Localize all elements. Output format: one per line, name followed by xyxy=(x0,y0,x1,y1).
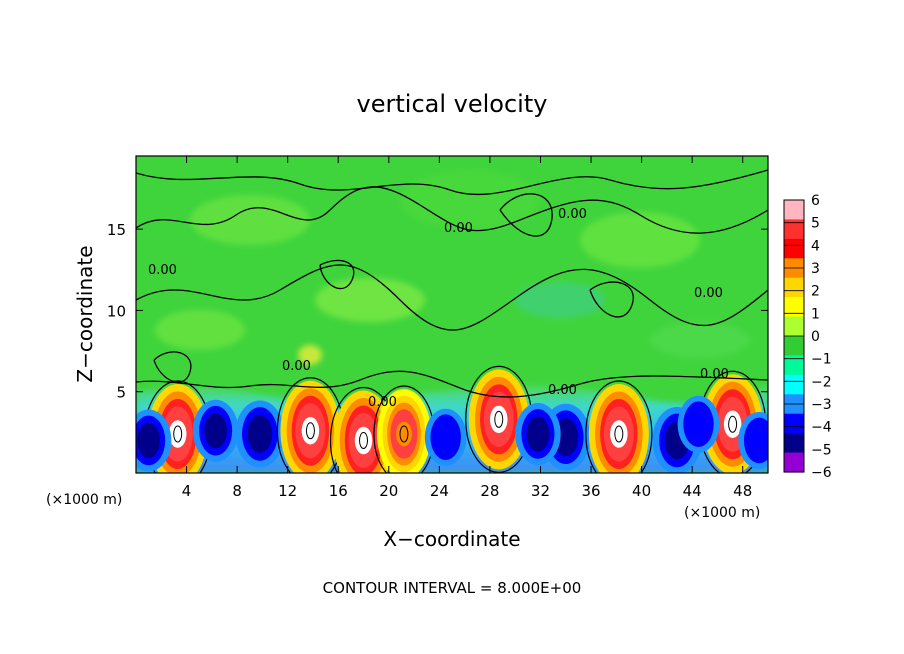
plot-area: 0.00 0.00 0.00 0.00 0.00 0.00 0.00 0.00 xyxy=(136,156,768,473)
colorbar-tick-label: 5 xyxy=(811,216,820,232)
colorbar-tick-label: −5 xyxy=(811,442,832,458)
colorbar-swatch xyxy=(784,200,804,221)
contour-label: 0.00 xyxy=(282,359,311,374)
chart-title: vertical velocity xyxy=(357,90,548,118)
colorbar-swatch xyxy=(784,452,804,473)
y-axis-label: Z−coordinate xyxy=(73,245,97,382)
cell xyxy=(677,395,720,453)
colorbar-tick-label: 0 xyxy=(811,329,820,345)
colorbar-tick-label: 6 xyxy=(811,193,820,209)
cell xyxy=(192,399,239,462)
contour-lines xyxy=(136,169,768,398)
contour-label: 0.00 xyxy=(548,383,577,398)
y-tick-label: 10 xyxy=(107,302,126,320)
field-patches xyxy=(155,170,750,365)
x-tick-label: 44 xyxy=(683,482,702,500)
cell xyxy=(373,385,435,473)
colorbar-tick-label: 1 xyxy=(811,306,820,322)
colorbar-tick-label: 2 xyxy=(811,284,820,300)
x-tick-label: 36 xyxy=(581,482,600,500)
colorbar-tick-label: 3 xyxy=(811,261,820,277)
x-tick-label: 28 xyxy=(480,482,499,500)
cell xyxy=(424,408,467,466)
colorbar-tick-label: −2 xyxy=(811,374,832,390)
cell xyxy=(585,380,653,473)
colorbar-swatch xyxy=(784,238,804,259)
colorbar-swatch xyxy=(784,413,804,434)
y-tick-label: 15 xyxy=(107,221,126,239)
x-unit-label-right: (×1000 m) xyxy=(684,505,760,521)
colorbar-tick-label: 4 xyxy=(811,238,820,254)
x-tick-labels: 4 8 12 16 20 24 28 32 36 40 44 48 xyxy=(182,482,752,500)
contour-label: 0.00 xyxy=(148,263,177,278)
cell xyxy=(136,409,172,472)
x-tick-label: 48 xyxy=(733,482,752,500)
colorbar-swatch xyxy=(784,277,804,298)
y-tick-labels: 5 10 15 xyxy=(107,221,126,402)
colorbar-swatch xyxy=(784,433,804,454)
footer-note: CONTOUR INTERVAL = 8.000E+00 xyxy=(323,579,582,597)
cell xyxy=(144,380,212,473)
y-tick-label: 5 xyxy=(116,384,126,402)
colorbar-tick-label: −1 xyxy=(811,352,832,368)
contour-label: 0.00 xyxy=(700,367,729,382)
colorbar-swatch xyxy=(784,219,804,240)
colorbar-tick-label: −6 xyxy=(811,465,832,481)
cell xyxy=(515,402,561,465)
x-tick-label: 32 xyxy=(531,482,550,500)
colorbar-swatch xyxy=(784,297,804,318)
contour-label: 0.00 xyxy=(558,207,587,222)
colorbar-swatch xyxy=(784,374,804,395)
x-tick-label: 16 xyxy=(329,482,348,500)
colorbar-swatch xyxy=(784,336,804,357)
colorbar-tick-label: −4 xyxy=(811,420,832,436)
colorbar: 6 5 4 3 2 1 0 −1 −2 −3 −4 −5 −6 xyxy=(783,193,832,481)
cells-layer xyxy=(136,365,768,473)
contour-labels: 0.00 0.00 0.00 0.00 0.00 0.00 0.00 0.00 xyxy=(148,207,729,410)
x-tick-label: 40 xyxy=(632,482,651,500)
x-unit-label-left: (×1000 m) xyxy=(46,492,122,508)
x-tick-label: 12 xyxy=(278,482,297,500)
x-axis-label: X−coordinate xyxy=(383,527,520,551)
contour-label: 0.00 xyxy=(694,286,723,301)
x-tick-label: 4 xyxy=(182,482,192,500)
colorbar-swatch xyxy=(784,355,804,376)
axis-ticks xyxy=(136,156,768,473)
colorbar-swatch xyxy=(784,316,804,337)
contour-label: 0.00 xyxy=(444,221,473,236)
x-tick-label: 8 xyxy=(232,482,242,500)
x-tick-label: 20 xyxy=(379,482,398,500)
plot-frame xyxy=(135,155,769,474)
cell xyxy=(738,411,768,469)
contour-label: 0.00 xyxy=(368,395,397,410)
cell xyxy=(276,377,345,473)
cell xyxy=(235,400,285,468)
x-tick-label: 24 xyxy=(430,482,449,500)
colorbar-tick-label: −3 xyxy=(811,397,832,413)
